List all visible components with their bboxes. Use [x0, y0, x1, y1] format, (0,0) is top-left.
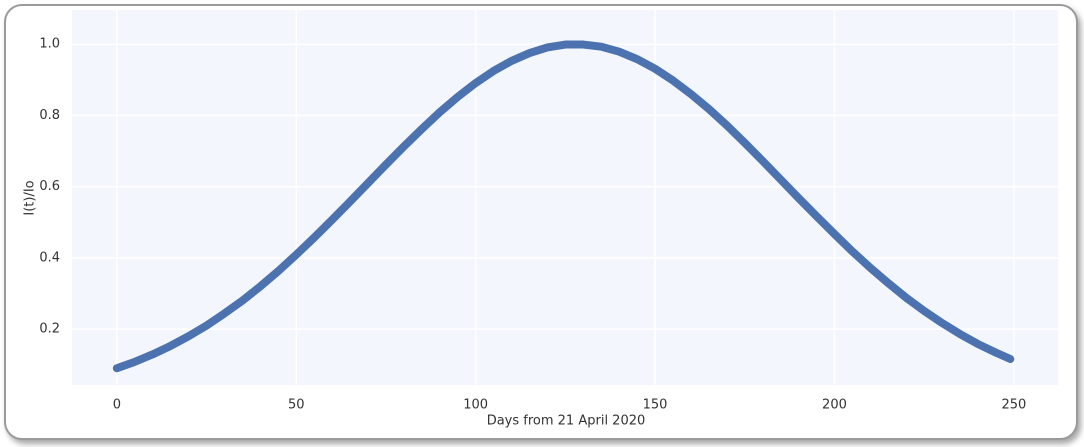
- y-tick-label: 1.0: [39, 37, 60, 52]
- y-tick-label: 0.2: [39, 322, 60, 337]
- y-tick-label: 0.8: [39, 108, 60, 123]
- x-axis-label: Days from 21 April 2020: [487, 414, 646, 429]
- x-tick-label: 50: [288, 398, 305, 413]
- x-tick-label: 200: [822, 398, 847, 413]
- x-tick-label: 100: [463, 398, 488, 413]
- x-tick-label: 250: [1001, 398, 1026, 413]
- y-axis-label: I(t)/Io: [23, 180, 38, 215]
- x-tick-label: 0: [113, 398, 121, 413]
- data-line: [112, 40, 1015, 373]
- y-tick-label: 0.4: [39, 250, 60, 265]
- y-tick-label: 0.6: [39, 179, 60, 194]
- plot-area: [72, 10, 1058, 385]
- x-tick-label: 150: [643, 398, 668, 413]
